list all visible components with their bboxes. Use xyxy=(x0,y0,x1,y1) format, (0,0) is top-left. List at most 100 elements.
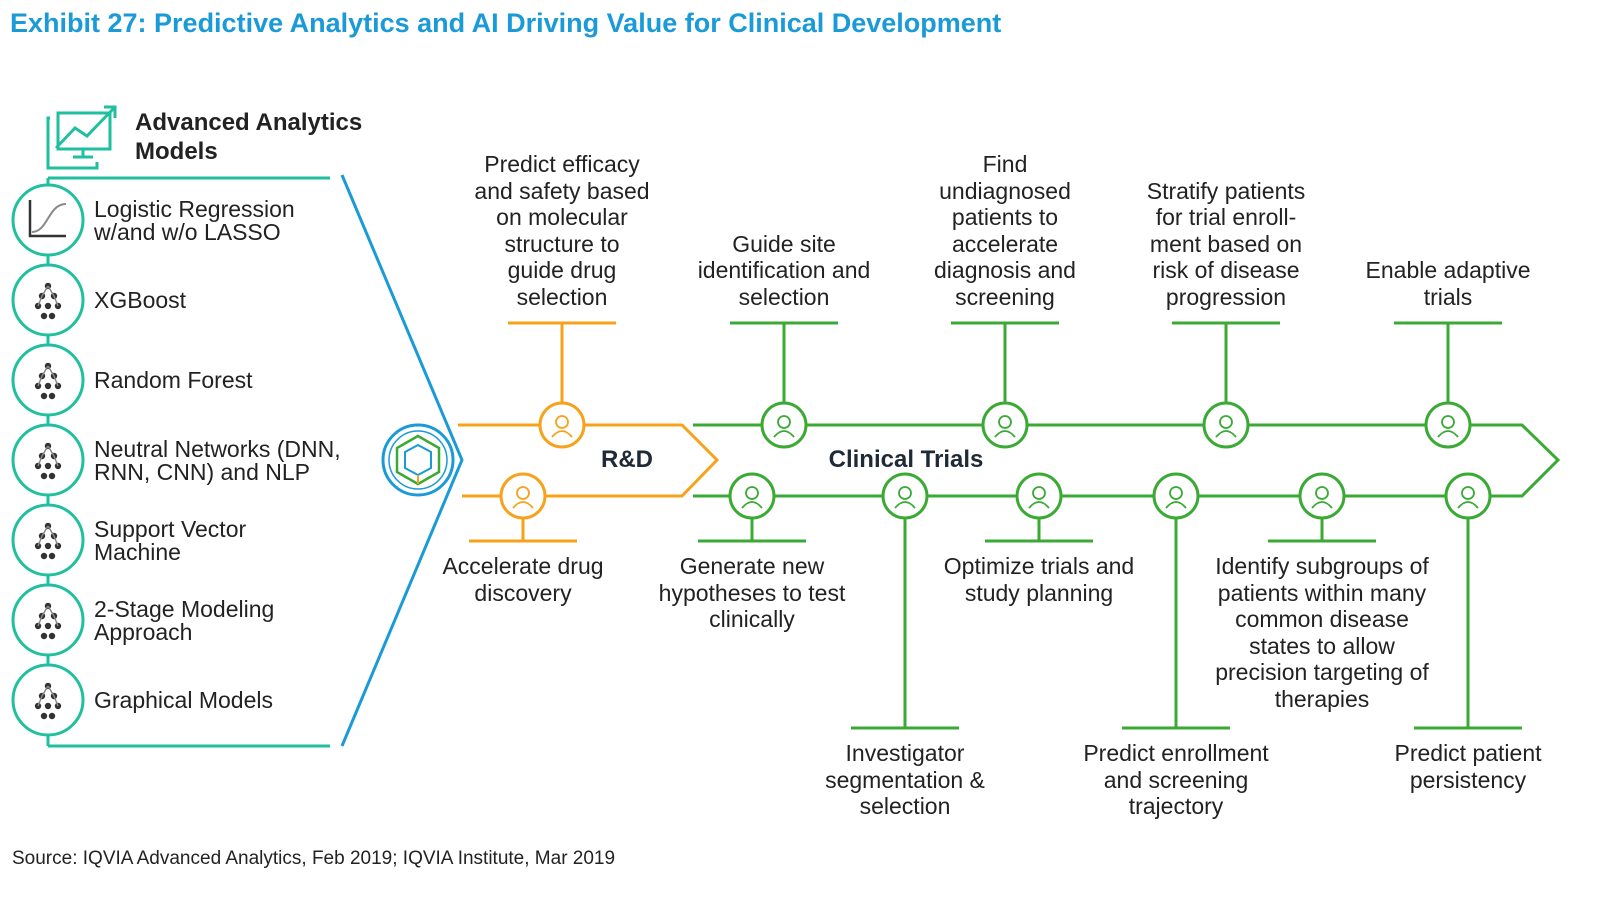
label-line: trials xyxy=(1423,283,1473,310)
model-name: Logistic Regression xyxy=(94,196,295,222)
model-name-cont: Machine xyxy=(94,539,181,565)
connector xyxy=(698,518,806,543)
label-line: undiagnosed xyxy=(939,177,1071,204)
connector xyxy=(508,321,616,403)
label-line: patients within many xyxy=(1217,579,1427,606)
model-name-cont: w/and w/o LASSO xyxy=(94,219,281,245)
label-line: study planning xyxy=(964,579,1114,606)
use-case-label: Accelerate drug discovery xyxy=(403,553,643,606)
label-line: selection xyxy=(516,283,608,310)
use-case-label: Investigator segmentation & selection xyxy=(785,740,1025,820)
adaptive-cycle-icon xyxy=(1424,401,1472,449)
label-line: Optimize trials and xyxy=(943,553,1135,579)
speedometer-icon xyxy=(499,472,547,520)
rd-arrow xyxy=(458,423,720,498)
model-name: Support Vector xyxy=(94,516,247,542)
label-line: therapies xyxy=(1274,685,1370,712)
sigmoid-curve-icon xyxy=(11,183,85,257)
models-funnel-chevron xyxy=(340,174,464,747)
model-name: Neutral Networks (DNN, xyxy=(94,436,341,462)
connector xyxy=(1268,518,1376,543)
model-item: Support Vector Machine xyxy=(94,518,246,564)
connector xyxy=(1122,518,1230,730)
label-line: states to allow xyxy=(1249,632,1395,659)
label-line: accelerate xyxy=(951,230,1059,257)
label-line: Investigator xyxy=(845,740,965,766)
use-case-label: Predict enrollment and screening trajector… xyxy=(1056,740,1296,820)
label-line: Predict efficacy xyxy=(484,151,640,177)
person-star-icon xyxy=(881,472,929,520)
label-line: hypotheses to test xyxy=(658,579,846,606)
label-line: guide drug xyxy=(507,257,617,283)
model-name: Random Forest xyxy=(94,367,253,393)
label-line: Find xyxy=(982,151,1028,177)
label-line: for trial enroll- xyxy=(1155,204,1297,230)
boosted-tree-icon xyxy=(11,263,85,337)
label-line: structure to xyxy=(504,230,620,257)
clipboard-icon xyxy=(1015,472,1063,520)
ai-hexagon-icon xyxy=(381,423,455,497)
chart-monitor-icon xyxy=(46,105,117,170)
model-item: XGBoost xyxy=(94,289,186,312)
model-name-cont: Approach xyxy=(94,619,193,645)
warning-triangle-icon xyxy=(1202,401,1250,449)
patient-cycle-icon xyxy=(1444,472,1492,520)
label-line: Enable adaptive xyxy=(1365,257,1531,283)
label-line: and safety based xyxy=(474,177,650,204)
label-line: on molecular xyxy=(496,204,628,230)
model-item: Logistic Regression w/and w/o LASSO xyxy=(94,198,295,244)
decision-tree-icon xyxy=(11,343,85,417)
model-item: Random Forest xyxy=(94,369,253,392)
model-item: Graphical Models xyxy=(94,689,273,712)
connector xyxy=(1414,518,1522,730)
label-line: Predict enrollment xyxy=(1083,740,1269,766)
model-name-cont: RNN, CNN) and NLP xyxy=(94,459,310,485)
models-header-line1: Advanced Analytics xyxy=(135,109,363,136)
label-line: progression xyxy=(1165,283,1287,310)
connector xyxy=(730,321,838,403)
exhibit-title: Exhibit 27: Predictive Analytics and AI … xyxy=(10,8,1002,38)
label-line: identification and xyxy=(697,257,871,283)
source-note: Source: IQVIA Advanced Analytics, Feb 20… xyxy=(12,848,616,869)
use-case-label: Optimize trials and study planning xyxy=(919,553,1159,606)
neural-network-icon xyxy=(11,423,85,497)
label-line: risk of disease xyxy=(1152,257,1300,283)
label-line: common disease xyxy=(1235,606,1409,632)
use-case-label: Predict patient persistency xyxy=(1348,740,1588,793)
use-case-label: Guide site identification and selection xyxy=(664,231,904,311)
pills-check-icon xyxy=(538,401,586,449)
model-name: XGBoost xyxy=(94,287,187,313)
model-name: 2-Stage Modeling xyxy=(94,596,275,622)
stage-label-clinical-trials: Clinical Trials xyxy=(828,446,984,473)
rocket-icon xyxy=(1152,472,1200,520)
connector xyxy=(1394,321,1502,403)
label-line: Predict patient xyxy=(1394,740,1542,766)
connector xyxy=(851,518,959,730)
label-line: segmentation & xyxy=(825,766,985,793)
use-case-label: Generate new hypotheses to test clinically xyxy=(632,553,872,633)
label-line: Accelerate drug xyxy=(442,553,604,579)
label-line: Stratify patients xyxy=(1146,177,1306,204)
models-header: Advanced Analytics Models xyxy=(135,108,362,166)
person-lightbulb-icon xyxy=(728,472,776,520)
label-line: discovery xyxy=(474,579,572,606)
label-line: ment based on xyxy=(1149,230,1303,257)
use-case-label: Stratify patients for trial enroll-ment b… xyxy=(1106,178,1346,311)
model-name: Graphical Models xyxy=(94,687,273,713)
map-pin-icon xyxy=(760,401,808,449)
model-item: 2-Stage Modeling Approach xyxy=(94,598,274,644)
person-search-icon xyxy=(981,401,1029,449)
connector xyxy=(951,321,1059,403)
models-header-line2: Models xyxy=(135,138,218,165)
graph-nodes-icon xyxy=(11,663,85,737)
label-line: patients to xyxy=(951,204,1059,230)
label-line: screening xyxy=(955,283,1055,310)
label-line: persistency xyxy=(1409,766,1527,793)
use-case-label: Enable adaptive trials xyxy=(1328,257,1568,310)
label-line: clinically xyxy=(709,606,795,632)
use-case-label: Find undiagnosed patients to accelerate diag… xyxy=(885,151,1125,310)
patient-group-icon xyxy=(1298,472,1346,520)
label-line: Generate new xyxy=(679,553,825,579)
connector xyxy=(985,518,1093,543)
